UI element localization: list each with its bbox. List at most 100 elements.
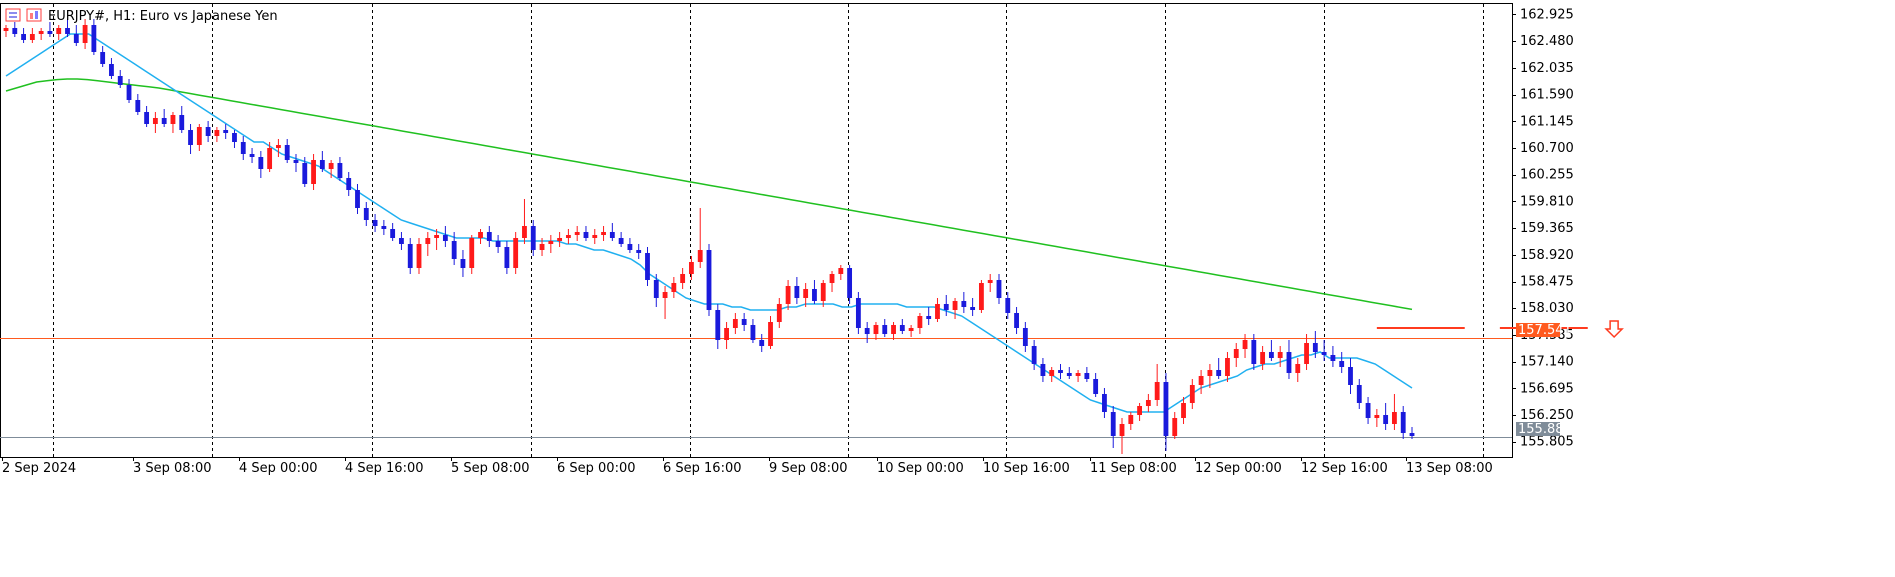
candle-body-69 bbox=[609, 232, 615, 238]
candle-65 bbox=[574, 226, 580, 241]
candle-120 bbox=[1058, 364, 1063, 379]
candle-body-35 bbox=[311, 160, 316, 184]
x-tick-label-12: 12 Sep 16:00 bbox=[1301, 461, 1388, 476]
chart-header: EURJPY#, H1: Euro vs Japanese Yen bbox=[5, 8, 278, 24]
candle-body-116 bbox=[1022, 328, 1028, 346]
candle-152 bbox=[1339, 352, 1345, 373]
candle-57 bbox=[504, 241, 510, 274]
candle-body-109 bbox=[961, 301, 967, 307]
candle-body-62 bbox=[548, 241, 554, 244]
candle-46 bbox=[407, 238, 413, 274]
y-tick-label-14: 156.695 bbox=[1520, 381, 1574, 396]
y-tick-label-3: 161.590 bbox=[1520, 88, 1574, 103]
candle-body-30 bbox=[267, 148, 273, 169]
candle-body-14 bbox=[126, 85, 132, 100]
candle-body-16 bbox=[144, 112, 150, 124]
candle-body-18 bbox=[161, 118, 167, 124]
candle-82 bbox=[724, 322, 729, 349]
candle-body-83 bbox=[732, 319, 738, 328]
candle-123 bbox=[1084, 367, 1090, 382]
candle-body-6 bbox=[56, 28, 62, 34]
candle-body-60 bbox=[530, 226, 536, 250]
candle-body-102 bbox=[899, 325, 905, 331]
chart-type-icon[interactable] bbox=[5, 8, 21, 22]
candle-body-12 bbox=[109, 64, 114, 76]
candle-body-142 bbox=[1251, 340, 1257, 364]
y-tick-label-5: 160.700 bbox=[1520, 141, 1574, 156]
candle-86 bbox=[759, 334, 765, 352]
candle-84 bbox=[741, 313, 747, 331]
candle-body-79 bbox=[697, 250, 703, 262]
candle-97 bbox=[855, 292, 861, 334]
candle-body-68 bbox=[601, 232, 606, 235]
candle-151 bbox=[1330, 346, 1336, 367]
candle-body-88 bbox=[776, 304, 782, 322]
candle-body-2 bbox=[21, 34, 26, 40]
candle-body-3 bbox=[29, 34, 35, 40]
candle-body-21 bbox=[188, 130, 193, 145]
candle-body-32 bbox=[284, 145, 290, 160]
candle-122 bbox=[1075, 370, 1081, 382]
candle-body-106 bbox=[935, 304, 940, 319]
candle-92 bbox=[812, 280, 817, 304]
candle-36 bbox=[319, 151, 325, 172]
candle-body-114 bbox=[1005, 298, 1011, 313]
candle-body-76 bbox=[671, 283, 677, 292]
candle-body-139 bbox=[1225, 358, 1230, 376]
candle-body-121 bbox=[1066, 373, 1072, 376]
symbol-title: EURJPY#, H1: Euro vs Japanese Yen bbox=[48, 9, 278, 24]
x-tick-label-4: 5 Sep 08:00 bbox=[451, 461, 530, 476]
candle-body-13 bbox=[117, 76, 123, 85]
candle-body-73 bbox=[645, 253, 650, 280]
candle-34 bbox=[302, 157, 308, 187]
candle-132 bbox=[1163, 373, 1169, 451]
candle-105 bbox=[926, 307, 932, 325]
candle-44 bbox=[390, 223, 396, 241]
candle-81 bbox=[715, 304, 721, 349]
ma-slow-line bbox=[5, 78, 1413, 311]
resistance-price-label: 157.541 bbox=[1516, 323, 1572, 338]
down-arrow-icon bbox=[1604, 320, 1624, 339]
candle-body-61 bbox=[539, 244, 545, 250]
candle-body-28 bbox=[249, 154, 255, 157]
candle-130 bbox=[1145, 394, 1151, 412]
candle-body-75 bbox=[662, 292, 668, 298]
ma-fast-line bbox=[5, 33, 1413, 413]
candle-29 bbox=[258, 151, 264, 178]
candle-body-57 bbox=[504, 247, 510, 268]
candle-106 bbox=[935, 298, 940, 322]
candle-140 bbox=[1233, 343, 1239, 367]
candle-body-84 bbox=[741, 319, 747, 325]
candle-body-146 bbox=[1286, 352, 1292, 373]
candle-body-117 bbox=[1031, 346, 1037, 364]
x-tick-label-11: 12 Sep 00:00 bbox=[1195, 461, 1282, 476]
indicator-icon[interactable] bbox=[26, 8, 42, 22]
candle-body-5 bbox=[47, 31, 53, 34]
y-tick-label-9: 158.920 bbox=[1520, 248, 1574, 263]
horizontal-levels bbox=[0, 338, 1512, 438]
candle-136 bbox=[1198, 370, 1204, 394]
candle-body-147 bbox=[1295, 364, 1301, 373]
candle-77 bbox=[680, 268, 686, 289]
pattern-marks bbox=[1376, 320, 1624, 339]
candle-body-110 bbox=[970, 307, 976, 310]
x-tick-label-2: 4 Sep 00:00 bbox=[239, 461, 318, 476]
candle-160 bbox=[1409, 427, 1415, 439]
y-tick-label-16: 155.805 bbox=[1520, 435, 1574, 450]
candle-body-0 bbox=[3, 28, 9, 31]
candle-11 bbox=[100, 46, 106, 67]
candle-body-93 bbox=[820, 283, 826, 301]
candle-125 bbox=[1102, 388, 1107, 418]
candle-80 bbox=[706, 244, 712, 316]
candle-body-98 bbox=[864, 328, 870, 334]
y-tick-label-7: 159.810 bbox=[1520, 194, 1574, 209]
candle-body-97 bbox=[855, 298, 861, 328]
candle-body-105 bbox=[926, 316, 932, 319]
candle-70 bbox=[618, 232, 624, 247]
x-tick-label-13: 13 Sep 08:00 bbox=[1406, 461, 1493, 476]
candle-149 bbox=[1312, 331, 1318, 358]
candle-body-90 bbox=[794, 286, 800, 298]
candle-71 bbox=[627, 238, 633, 253]
